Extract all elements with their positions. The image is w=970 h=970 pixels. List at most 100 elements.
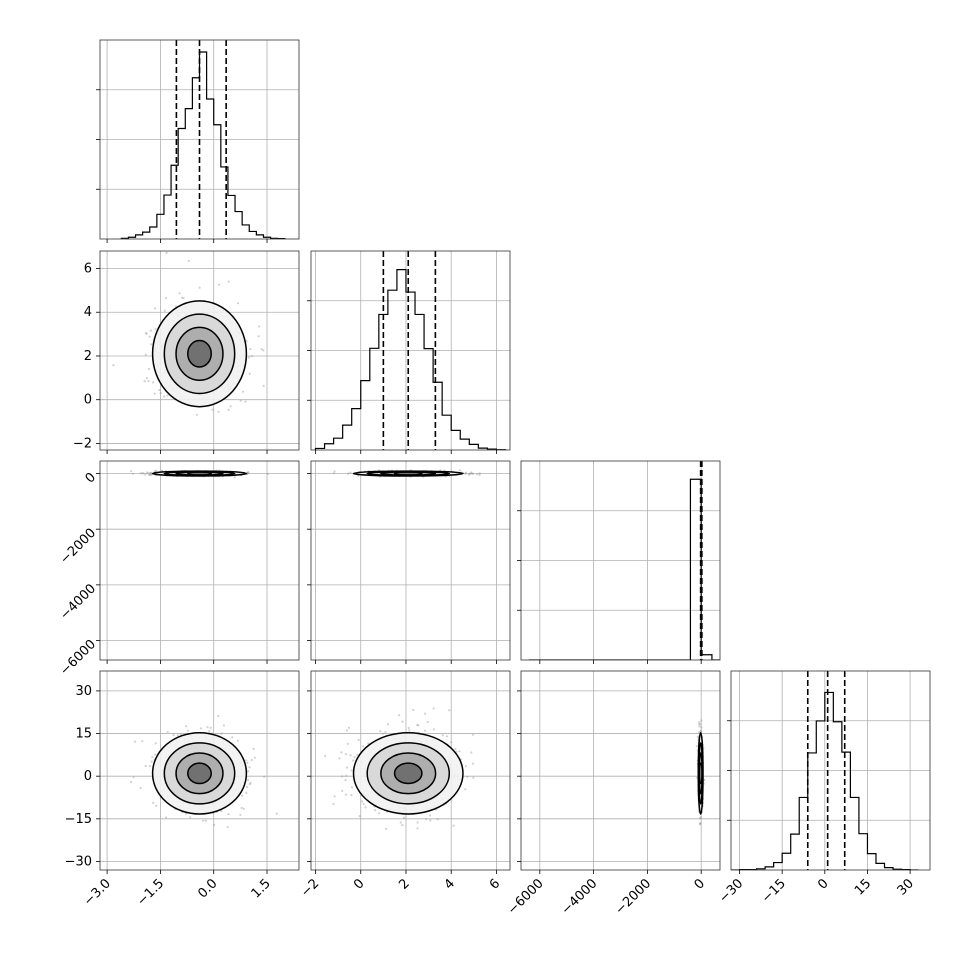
- panel-frame: [310, 460, 511, 661]
- x-tick-label: 4: [442, 876, 458, 892]
- scatter-point: [467, 473, 470, 476]
- scatter-point: [350, 794, 353, 797]
- scatter-point: [148, 335, 151, 338]
- y-tick-label: 4: [84, 305, 92, 320]
- scatter-point: [362, 745, 365, 748]
- y-tick-label: 30: [75, 684, 92, 699]
- scatter-point: [367, 742, 370, 745]
- scatter-point: [142, 472, 145, 475]
- scatter-point: [154, 742, 157, 745]
- y-tick-label: −30: [65, 854, 92, 869]
- scatter-point: [699, 723, 702, 726]
- scatter-point: [416, 821, 419, 824]
- scatter-point: [239, 399, 242, 402]
- scatter-point: [246, 761, 249, 764]
- scatter-point: [423, 729, 427, 732]
- scatter-point: [698, 822, 702, 825]
- x-tick-label: −4000: [559, 876, 601, 918]
- scatter-point: [472, 776, 475, 779]
- scatter-point: [195, 413, 198, 416]
- scatter-point: [208, 729, 211, 732]
- scatter-point: [247, 770, 250, 773]
- hist-panel-0: [100, 40, 299, 239]
- hist-panel-3: [731, 671, 930, 870]
- scatter-point: [699, 729, 702, 732]
- y-tick-label: −4000: [57, 581, 99, 623]
- scatter-point: [247, 356, 250, 359]
- scatter-point: [204, 819, 207, 822]
- scatter-point: [248, 766, 251, 769]
- scatter-point: [341, 775, 344, 778]
- scatter-point: [458, 750, 461, 753]
- scatter-point: [240, 806, 243, 810]
- scatter-point: [244, 400, 247, 403]
- scatter-point: [131, 472, 134, 475]
- scatter-point: [152, 801, 155, 804]
- scatter-point: [358, 815, 361, 818]
- scatter-point: [357, 738, 360, 742]
- y-tick-label: −6000: [57, 637, 99, 679]
- density-fill: [699, 763, 702, 784]
- scatter-point: [206, 726, 209, 729]
- scatter-point: [154, 328, 157, 331]
- scatter-point: [353, 755, 356, 759]
- scatter-point: [130, 780, 133, 784]
- scatter-point: [471, 733, 475, 736]
- scatter-point: [426, 720, 429, 724]
- scatter-point: [471, 762, 475, 765]
- scatter-point: [403, 816, 406, 819]
- panel-frame: [310, 670, 511, 871]
- scatter-point: [436, 818, 439, 821]
- scatter-point: [452, 824, 455, 827]
- scatter-point: [247, 472, 250, 475]
- scatter-point: [350, 769, 353, 772]
- x-tick-label: 0: [692, 876, 708, 892]
- scatter-point: [338, 757, 341, 760]
- scatter-point: [478, 472, 481, 475]
- scatter-point: [696, 735, 699, 738]
- scatter-point: [432, 728, 436, 731]
- scatter-point: [132, 776, 135, 779]
- scatter-point: [340, 751, 343, 754]
- scatter-point: [246, 472, 249, 475]
- y-tick-label: −2: [73, 436, 92, 451]
- x-tick-label: −2000: [613, 876, 655, 918]
- scatter-point: [385, 827, 388, 830]
- joint-panel-1-0: [100, 251, 299, 450]
- x-tick-label: 2: [396, 876, 412, 892]
- scatter-point: [346, 472, 350, 475]
- x-tick-label: −6000: [505, 876, 547, 918]
- scatter-point: [239, 813, 242, 817]
- scatter-point: [333, 795, 336, 798]
- x-tick-label: 0: [815, 876, 831, 892]
- scatter-point: [448, 709, 451, 712]
- scatter-point: [165, 816, 168, 819]
- scatter-point: [345, 729, 349, 732]
- scatter-point: [470, 471, 473, 474]
- x-tick-label: 15: [852, 876, 874, 898]
- density-fill: [394, 763, 422, 784]
- panel-frame: [99, 250, 300, 451]
- density-contour: [151, 300, 248, 408]
- scatter-point: [222, 724, 225, 727]
- scatter-point: [349, 754, 352, 757]
- scatter-point: [349, 471, 352, 474]
- scatter-point: [242, 807, 245, 811]
- scatter-point: [416, 827, 419, 830]
- x-tick-label: 30: [895, 876, 917, 898]
- scatter-point: [275, 812, 278, 815]
- scatter-point: [468, 472, 471, 475]
- y-tick-label: −15: [65, 812, 92, 827]
- scatter-point: [362, 802, 365, 806]
- scatter-point: [417, 724, 420, 727]
- scatter-point: [454, 747, 457, 750]
- scatter-point: [345, 774, 348, 777]
- density-fill: [187, 340, 212, 368]
- scatter-point: [153, 392, 156, 395]
- scatter-point: [345, 766, 349, 769]
- scatter-point: [464, 765, 467, 768]
- scatter-point: [381, 732, 384, 735]
- scatter-point: [469, 472, 472, 475]
- scatter-point: [150, 471, 153, 474]
